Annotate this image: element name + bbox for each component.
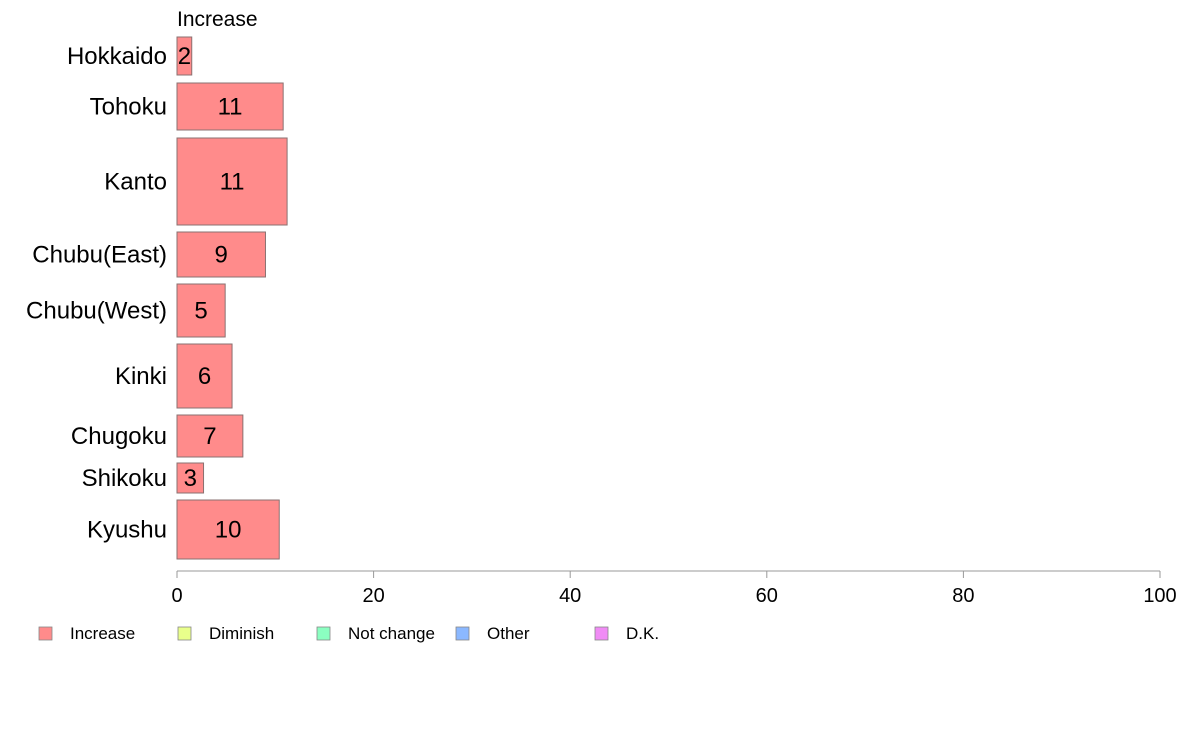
bar: [176, 82, 284, 131]
legend-label: D.K.: [626, 624, 659, 643]
bar-value-label: 5: [194, 298, 207, 325]
x-tick-label: 40: [559, 585, 581, 607]
bar-value-label: 6: [198, 363, 211, 390]
x-tick-label: 20: [362, 585, 384, 607]
panel-title: Increase: [177, 8, 258, 31]
x-tick-label: 100: [1143, 585, 1176, 607]
x-tick-label: 80: [952, 585, 974, 607]
category-label: Chugoku: [71, 423, 167, 450]
category-label: Tohoku: [90, 94, 167, 121]
legend-label: Increase: [70, 624, 135, 643]
bar-value-label: 10: [215, 517, 242, 544]
bar-value-label: 3: [184, 465, 197, 492]
bar: [176, 137, 288, 226]
bar: [176, 36, 193, 76]
category-label: Hokkaido: [67, 43, 167, 70]
category-label: Chubu(West): [26, 298, 167, 325]
bar-value-label: 11: [218, 94, 243, 121]
bar-value-label: 2: [178, 43, 191, 70]
legend-label: Diminish: [209, 624, 274, 643]
legend-swatch: [177, 626, 192, 641]
bar-value-label: 9: [215, 242, 228, 269]
category-label: Chubu(East): [32, 242, 167, 269]
category-label: Kanto: [104, 169, 167, 196]
category-label: Kinki: [115, 363, 167, 390]
legend-swatch: [38, 626, 53, 641]
legend: Increase Diminish Not change Other D.K.: [38, 624, 659, 643]
legend-swatch: [455, 626, 470, 641]
category-label: Shikoku: [82, 465, 167, 492]
legend-swatch: [594, 626, 609, 641]
x-tick-label: 60: [756, 585, 778, 607]
bar-value-label: 7: [203, 423, 216, 450]
bar: [176, 462, 205, 494]
legend-label: Other: [487, 624, 530, 643]
category-label: Kyushu: [87, 517, 167, 544]
bar: [176, 231, 266, 278]
x-tick-label: 0: [171, 585, 182, 607]
x-axis: 0 20 40 60 80 100: [171, 570, 1177, 607]
bar: [176, 343, 233, 409]
bar-group: Hokkaido 2 Tohoku 11 Kanto 11 Chubu(East) 9 Chub…: [26, 36, 288, 560]
bar-value-label: 11: [220, 169, 245, 196]
legend-label: Not change: [348, 624, 435, 643]
bar: [176, 283, 226, 338]
legend-swatch: [316, 626, 331, 641]
bar: [176, 414, 244, 458]
bar: [176, 499, 280, 560]
